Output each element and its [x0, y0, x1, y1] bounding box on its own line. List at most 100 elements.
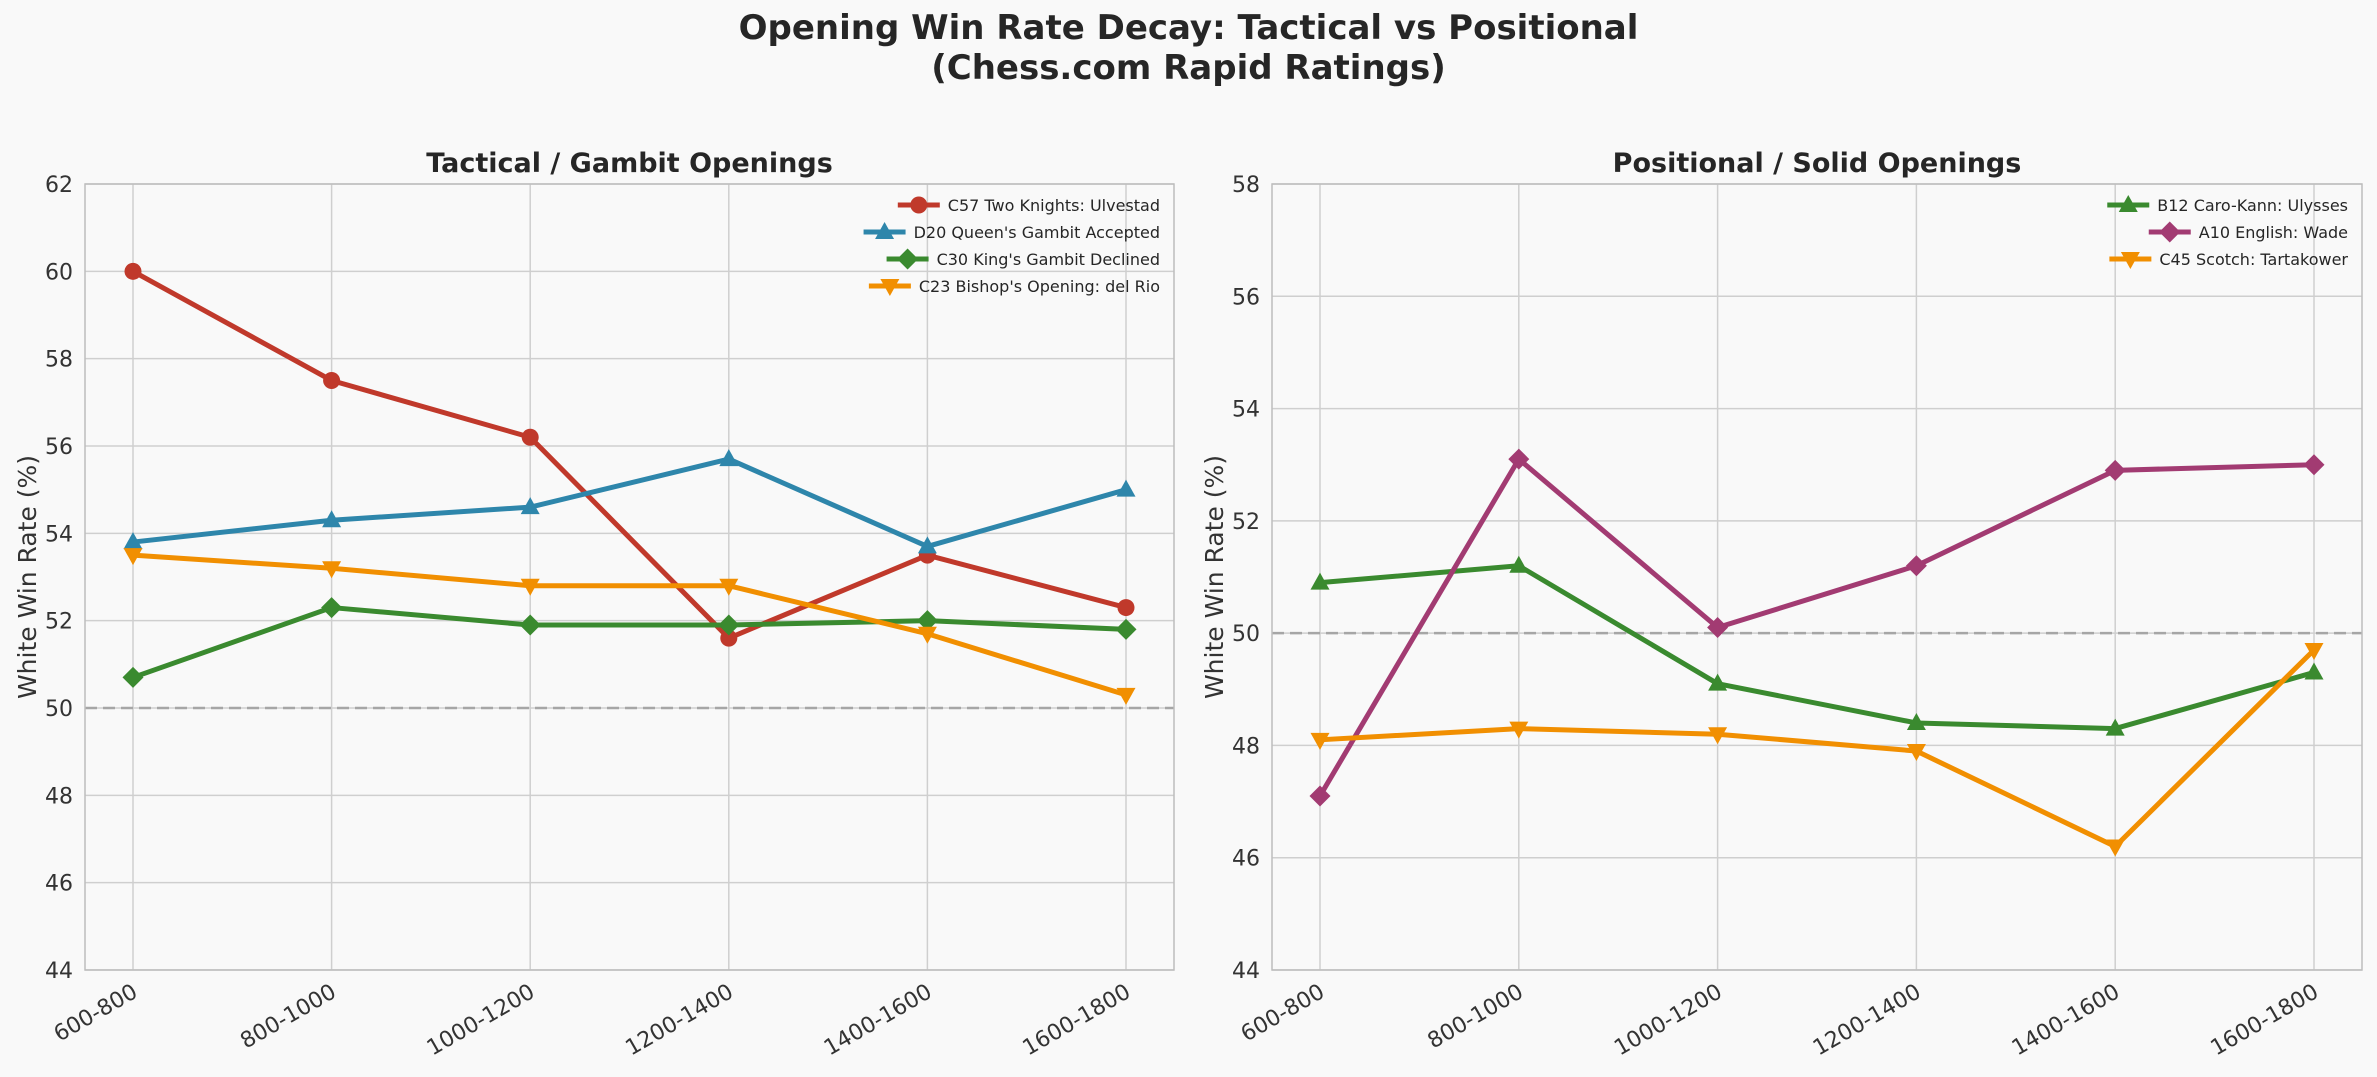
data-point [1309, 785, 1331, 807]
plot-frame [1271, 183, 2363, 971]
legend-item: C23 Bishop's Opening: del Rio [868, 277, 1160, 296]
legend-item: C45 Scotch: Tartakower [2109, 250, 2348, 269]
legend-handle-marker [2120, 252, 2140, 269]
series-3 [122, 597, 1137, 688]
legend-label: A10 English: Wade [2199, 223, 2348, 242]
chart-panel-2: 44 46 48 50 52 54 56 58 600-800 800-1000 1000-1200… [1200, 148, 2363, 1062]
data-point [917, 536, 937, 554]
figure-title-line-1: Opening Win Rate Decay: Tactical vs Posi… [738, 8, 1639, 48]
data-point [2105, 839, 2125, 857]
legend: C57 Two Knights: Ulvestad D20 Queen's Gam… [863, 196, 1160, 296]
x-tick-label: 1200-1400 [1809, 980, 1925, 1062]
series-line [1317, 647, 2317, 849]
data-point [719, 449, 739, 467]
data-point [1707, 617, 1729, 639]
y-tick-label: 56 [1232, 285, 1260, 310]
data-point [2104, 459, 2126, 481]
y-tick-label: 52 [1232, 510, 1260, 535]
legend-item: C30 King's Gambit Declined [886, 248, 1160, 270]
legend-handle-marker [875, 222, 895, 239]
data-point [718, 614, 740, 636]
series-1 [124, 262, 1135, 647]
data-point [1116, 687, 1136, 705]
data-point [323, 372, 341, 389]
data-point [123, 532, 143, 550]
legend-label: D20 Queen's Gambit Accepted [914, 223, 1160, 242]
series-line [130, 605, 1129, 680]
chart-panel-1: 44 46 48 50 52 54 56 58 60 62 600-800 800-1000 1000-… [13, 148, 1175, 1062]
plot-frame [84, 183, 1175, 971]
data-point [916, 610, 938, 632]
figure-title: Opening Win Rate Decay: Tactical vs Posi… [0, 8, 2377, 88]
y-tick-label: 58 [1232, 173, 1260, 198]
x-tick-label: 1600-1800 [2207, 980, 2323, 1062]
data-point [1310, 732, 1330, 750]
data-point [1708, 727, 1728, 745]
series-line [130, 456, 1129, 549]
legend-label: C45 Scotch: Tartakower [2159, 250, 2348, 269]
y-tick-label: 46 [1232, 847, 1260, 872]
x-tick-label: 600-800 [50, 980, 142, 1048]
legend-handle-marker [910, 196, 928, 214]
legend-label: C30 King's Gambit Declined [937, 250, 1160, 269]
legend-handle-marker [2159, 221, 2181, 243]
legend-item: B12 Caro-Kann: Ulysses [2107, 195, 2348, 215]
data-point [520, 497, 540, 515]
x-tick-label: 1000-1200 [1610, 980, 1726, 1062]
legend-label: B12 Caro-Kann: Ulysses [2157, 196, 2348, 215]
y-tick-label: 60 [45, 260, 73, 285]
legend-item: D20 Queen's Gambit Accepted [863, 222, 1160, 242]
y-tick-label: 58 [45, 348, 73, 373]
legend-label: C23 Bishop's Opening: del Rio [919, 277, 1160, 296]
data-point [1508, 448, 1530, 470]
data-point [1509, 721, 1529, 739]
data-point [2304, 642, 2324, 660]
series-2 [123, 449, 1136, 554]
data-point [519, 614, 541, 636]
data-point [1117, 599, 1135, 617]
legend: B12 Caro-Kann: Ulysses A10 English: Wade C… [2107, 195, 2348, 269]
chart-title: Tactical / Gambit Openings [426, 148, 833, 179]
series-line [130, 268, 1129, 641]
x-tick-label: 800-1000 [236, 980, 340, 1055]
data-point [1708, 673, 1728, 691]
x-tick-label: 600-800 [1237, 980, 1329, 1048]
data-point [321, 597, 343, 619]
series-2 [1309, 448, 2325, 807]
data-point [720, 629, 738, 647]
y-tick-label: 54 [1232, 398, 1260, 423]
series-line [1317, 563, 2317, 732]
legend-label: C57 Two Knights: Ulvestad [948, 196, 1160, 215]
data-point [2303, 454, 2325, 476]
data-point [1905, 555, 1927, 577]
x-tick-label: 1200-1400 [621, 980, 737, 1062]
data-point [322, 510, 342, 528]
y-tick-label: 44 [1232, 959, 1260, 984]
x-tick-label: 1000-1200 [423, 980, 539, 1062]
y-tick-label: 46 [45, 872, 73, 897]
x-tick-label: 800-1000 [1424, 980, 1528, 1055]
legend-handle-marker [897, 248, 919, 270]
data-point [2105, 718, 2125, 736]
data-point [124, 262, 142, 280]
data-point [719, 578, 739, 596]
series-line [130, 552, 1129, 698]
plot-area [85, 184, 1174, 970]
data-point [122, 666, 144, 688]
data-point [322, 561, 342, 579]
data-point [1115, 618, 1137, 640]
series-4 [123, 548, 1136, 705]
y-tick-label: 50 [1232, 622, 1260, 647]
data-point [1310, 572, 1330, 590]
y-tick-label: 54 [45, 522, 73, 547]
data-point [1116, 479, 1136, 497]
y-tick-label: 50 [45, 697, 73, 722]
data-point [1509, 555, 1529, 573]
series-1 [1310, 555, 2324, 736]
data-point [1906, 712, 1926, 730]
x-tick-label: 1400-1600 [820, 980, 936, 1062]
figure-title-line-2: (Chess.com Rapid Ratings) [931, 48, 1446, 88]
data-point [2304, 662, 2324, 680]
